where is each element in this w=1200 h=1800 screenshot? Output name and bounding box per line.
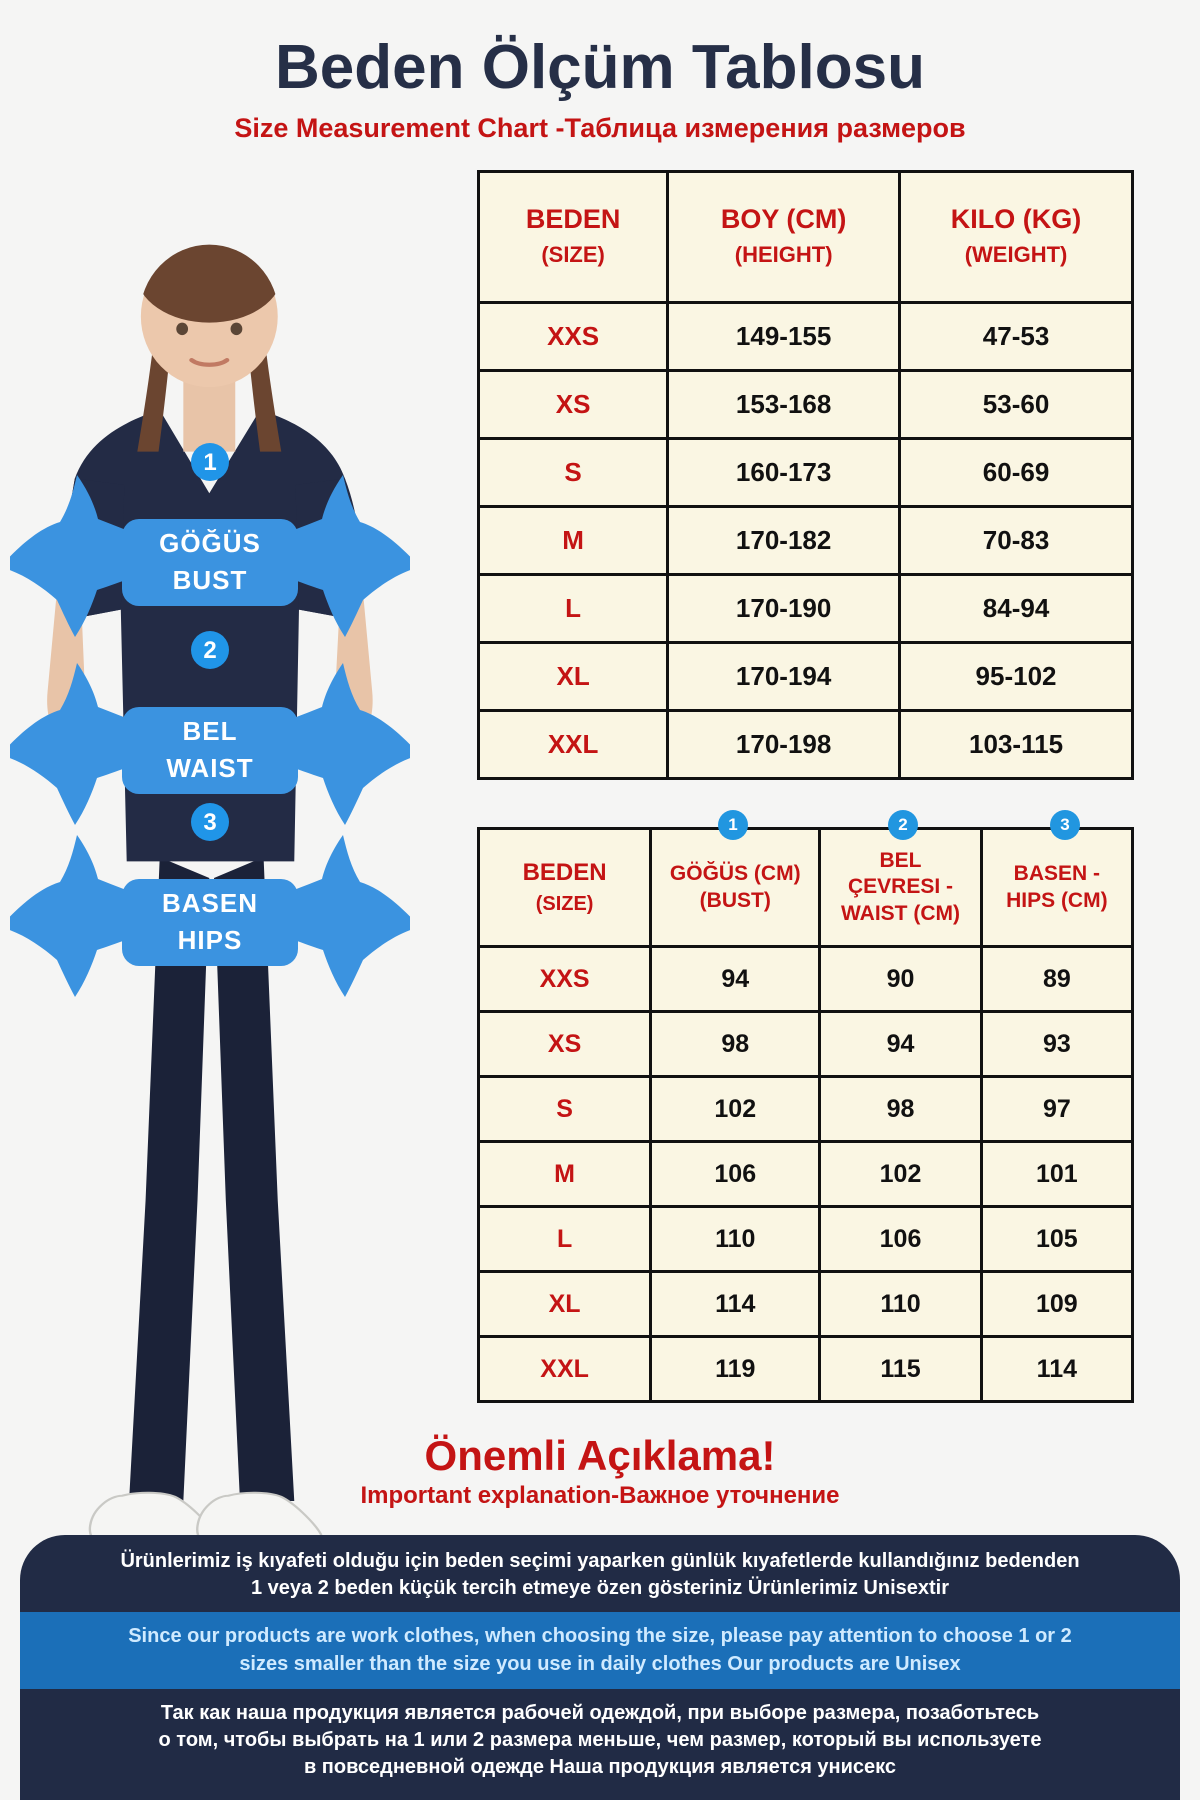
svg-text:2: 2: [203, 637, 216, 664]
svg-text:BEL: BEL: [183, 716, 238, 746]
svg-text:BUST: BUST: [173, 565, 248, 595]
svg-text:GÖĞÜS: GÖĞÜS: [159, 528, 261, 558]
svg-text:3: 3: [203, 809, 216, 836]
svg-text:1: 1: [203, 449, 216, 476]
svg-text:HIPS: HIPS: [178, 925, 243, 955]
svg-text:WAIST: WAIST: [166, 753, 253, 783]
svg-text:BASEN: BASEN: [162, 888, 258, 918]
